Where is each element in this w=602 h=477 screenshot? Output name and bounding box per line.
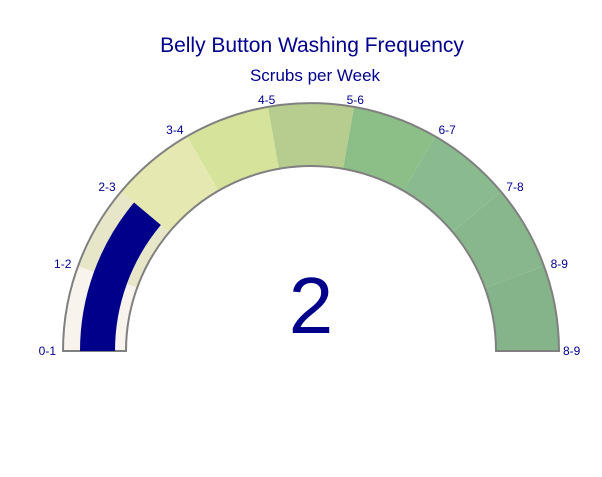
tick-label-6-7: 6-7 <box>439 123 457 137</box>
gauge-band-3-4 <box>187 106 279 191</box>
gauge-bands <box>61 102 561 352</box>
tick-label-1-2: 1-2 <box>54 257 72 271</box>
gauge-band-6-7 <box>403 136 501 233</box>
chart-title: Belly Button Washing Frequency <box>160 34 464 57</box>
gauge-tick-labels: 0-1 1-2 2-3 3-4 4-5 5-6 6-7 7-8 8-9 8-9 <box>39 93 581 358</box>
tick-label-4-5: 4-5 <box>258 93 276 107</box>
tick-label-2-3: 2-3 <box>98 180 116 194</box>
tick-label-3-4: 3-4 <box>166 123 184 137</box>
tick-label-8-9: 8-9 <box>551 257 569 271</box>
tick-label-5-6: 5-6 <box>347 93 365 107</box>
tick-label-7-8: 7-8 <box>506 180 524 194</box>
tick-label-0-1: 0-1 <box>39 344 57 358</box>
tick-label-end: 8-9 <box>563 344 581 358</box>
gauge-band-2-3 <box>121 136 219 233</box>
gauge-outline <box>61 102 561 352</box>
gauge-value-number: 2 <box>289 261 334 350</box>
gauge-band-5-6 <box>343 106 435 191</box>
chart-subtitle: Scrubs per Week <box>250 66 381 85</box>
gauge-band-4-5 <box>267 102 355 169</box>
gauge-band-8-9 <box>484 266 559 351</box>
gauge-value-bar <box>80 202 161 351</box>
gauge-band-7-8 <box>452 191 545 288</box>
gauge-value-bar-group <box>80 202 161 351</box>
